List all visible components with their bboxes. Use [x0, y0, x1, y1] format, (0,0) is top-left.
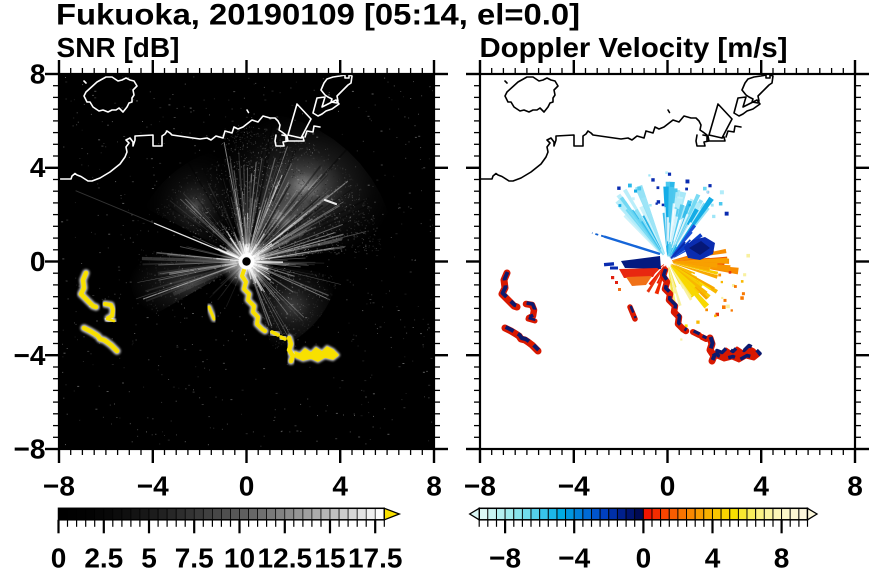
svg-text:0: 0 [636, 543, 652, 570]
svg-text:0: 0 [30, 246, 46, 277]
svg-text:0: 0 [239, 471, 255, 502]
svg-text:15: 15 [314, 543, 345, 570]
svg-text:5: 5 [141, 543, 157, 570]
svg-text:Doppler Velocity [m/s]: Doppler Velocity [m/s] [480, 32, 788, 63]
svg-text:0: 0 [51, 543, 67, 570]
svg-text:8: 8 [774, 543, 790, 570]
svg-text:7.5: 7.5 [175, 543, 214, 570]
svg-text:−4: −4 [14, 340, 46, 371]
svg-text:4: 4 [753, 471, 769, 502]
svg-text:4: 4 [705, 543, 721, 570]
svg-text:−4: −4 [558, 471, 590, 502]
svg-text:−8: −8 [14, 434, 46, 465]
svg-text:8: 8 [847, 471, 863, 502]
svg-text:4: 4 [30, 152, 46, 183]
svg-text:2.5: 2.5 [84, 543, 123, 570]
svg-text:0: 0 [660, 471, 676, 502]
svg-text:Fukuoka, 20190109 [05:14, el=0: Fukuoka, 20190109 [05:14, el=0.0] [56, 0, 580, 32]
svg-text:−4: −4 [558, 543, 590, 570]
svg-text:12.5: 12.5 [258, 543, 313, 570]
svg-text:4: 4 [332, 471, 348, 502]
svg-text:−8: −8 [489, 543, 521, 570]
svg-text:SNR [dB]: SNR [dB] [57, 32, 180, 63]
svg-text:8: 8 [30, 59, 46, 90]
svg-text:−4: −4 [137, 471, 169, 502]
svg-text:−8: −8 [464, 471, 496, 502]
svg-text:−8: −8 [43, 471, 75, 502]
svg-text:10: 10 [224, 543, 255, 570]
svg-text:8: 8 [426, 471, 442, 502]
svg-text:17.5: 17.5 [348, 543, 403, 570]
